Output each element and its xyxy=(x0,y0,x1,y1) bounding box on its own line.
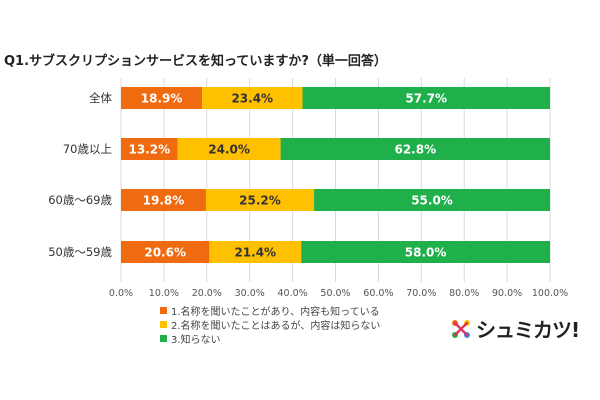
data-label: 23.4% xyxy=(231,92,273,106)
data-label: 19.8% xyxy=(143,194,185,208)
x-tick-label: 40.0% xyxy=(278,288,308,299)
logo-mark-icon xyxy=(452,319,470,338)
bar-segment xyxy=(121,87,203,109)
legend-label: 1.名称を聞いたことがあり、内容も知っている xyxy=(171,306,380,318)
legend-item: 3.知らない xyxy=(160,331,380,346)
bars xyxy=(121,87,550,263)
data-labels: 18.9% 23.4% 57.7% 13.2% 24.0% 62.8% 19.8% 25.2%… xyxy=(128,92,452,260)
category-label: 70歳以上 xyxy=(63,142,112,156)
data-label: 20.6% xyxy=(144,246,186,260)
bar-segment xyxy=(177,138,281,160)
category-labels: 全体 70歳以上 60歳～69歳 50歳～59歳 xyxy=(48,91,112,259)
data-label: 55.0% xyxy=(411,194,453,208)
bar-segment xyxy=(121,189,206,211)
x-tick-label: 20.0% xyxy=(192,288,222,299)
legend-item: 2.名称を聞いたことはあるが、内容は知らない xyxy=(160,317,381,332)
bar-segment xyxy=(314,189,550,211)
data-label: 57.7% xyxy=(405,92,447,106)
bar-segment xyxy=(202,87,303,109)
category-label: 50歳～59歳 xyxy=(48,245,112,259)
legend: 1.名称を聞いたことがあり、内容も知っている 2.名称を聞いたことはあるが、内容は… xyxy=(160,303,381,346)
bar-segment xyxy=(121,138,178,160)
x-tick-label: 80.0% xyxy=(449,288,479,299)
x-tick-label: 50.0% xyxy=(320,288,350,299)
x-tick-label: 100.0% xyxy=(532,288,568,299)
bar-segment xyxy=(301,241,550,263)
chart-title: Q1.サブスクリプションサービスを知っていますか?（単一回答） xyxy=(4,54,387,69)
data-label: 21.4% xyxy=(234,246,276,260)
bar-segment xyxy=(302,87,550,109)
x-tick-label: 70.0% xyxy=(406,288,436,299)
x-tick-label: 30.0% xyxy=(235,288,265,299)
data-label: 62.8% xyxy=(394,143,436,157)
legend-swatch xyxy=(160,334,167,342)
data-label: 13.2% xyxy=(128,143,170,157)
legend-item: 1.名称を聞いたことがあり、内容も知っている xyxy=(160,303,380,318)
x-tick-label: 60.0% xyxy=(363,288,393,299)
legend-swatch xyxy=(160,306,167,314)
data-label: 24.0% xyxy=(208,143,250,157)
data-label: 25.2% xyxy=(239,194,281,208)
bar-segment xyxy=(209,241,302,263)
legend-label: 3.知らない xyxy=(171,334,221,346)
logo-text: シュミカツ! xyxy=(476,318,580,342)
category-label: 全体 xyxy=(89,91,112,105)
shumikatsu-logo: シュミカツ! xyxy=(448,314,580,343)
x-tick-label: 0.0% xyxy=(109,288,133,299)
x-tick-labels: 0.0% 10.0% 20.0% 30.0% 40.0% 50.0% 60.0% 70.0% 8… xyxy=(109,288,568,299)
bar-segment xyxy=(280,138,550,160)
data-label: 58.0% xyxy=(405,246,447,260)
x-tick-label: 10.0% xyxy=(149,288,179,299)
legend-label: 2.名称を聞いたことはあるが、内容は知らない xyxy=(171,320,381,332)
bar-segment xyxy=(205,189,315,211)
x-tick-label: 90.0% xyxy=(492,288,522,299)
category-label: 60歳～69歳 xyxy=(48,193,112,207)
bar-segment xyxy=(121,241,210,263)
data-label: 18.9% xyxy=(141,92,183,106)
legend-swatch xyxy=(160,320,167,328)
